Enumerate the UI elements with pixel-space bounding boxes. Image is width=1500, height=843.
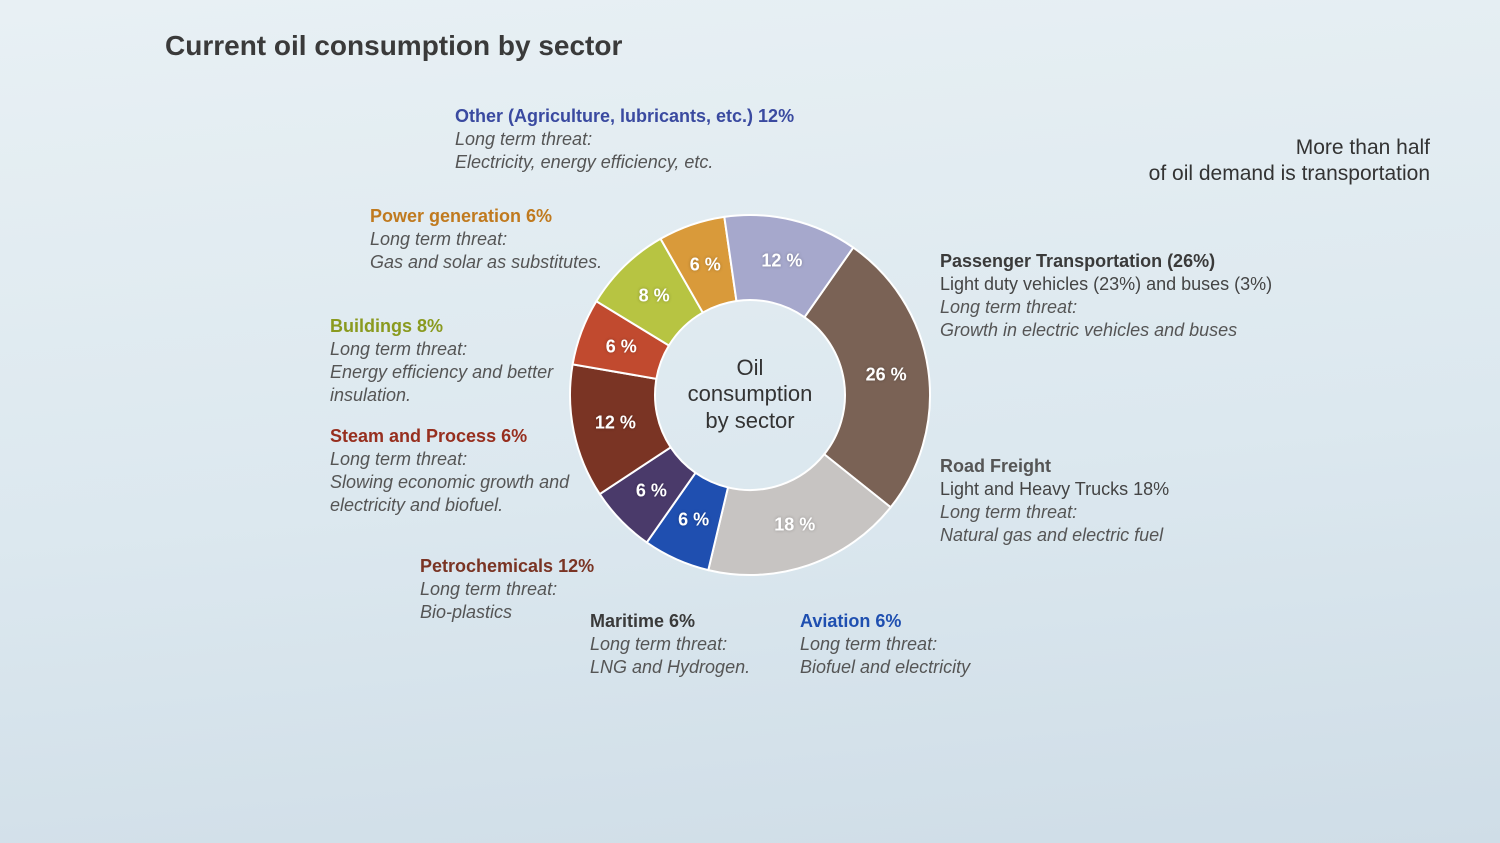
donut-center-label: Oil consumption by sector	[670, 355, 830, 434]
slice-label-aviation: 6 %	[678, 510, 709, 531]
annotation-threat: LNG and Hydrogen.	[590, 656, 750, 679]
annotation-other: Other (Agriculture, lubricants, etc.) 12…	[455, 105, 794, 174]
annotation-lt-label: Long term threat:	[370, 228, 602, 251]
annotation-lt-label: Long term threat:	[455, 128, 794, 151]
annotation-passenger: Passenger Transportation (26%)Light duty…	[940, 250, 1272, 342]
annotation-title: Buildings 8%	[330, 315, 570, 338]
annotation-lt-label: Long term threat:	[800, 633, 970, 656]
slide: Current oil consumption by sector More t…	[0, 0, 1500, 843]
annotation-title: Aviation 6%	[800, 610, 970, 633]
annotation-title: Road Freight	[940, 455, 1169, 478]
annotation-lt-label: Long term threat:	[330, 448, 590, 471]
side-note: More than half of oil demand is transpor…	[1149, 135, 1430, 188]
annotation-title: Power generation 6%	[370, 205, 602, 228]
annotation-threat: Slowing economic growth and electricity …	[330, 471, 590, 517]
center-line1: Oil	[670, 355, 830, 381]
annotation-threat: Gas and solar as substitutes.	[370, 251, 602, 274]
annotation-lt-label: Long term threat:	[590, 633, 750, 656]
annotation-maritime: Maritime 6%Long term threat:LNG and Hydr…	[590, 610, 750, 679]
annotation-threat: Energy efficiency and better insulation.	[330, 361, 570, 407]
annotation-title: Maritime 6%	[590, 610, 750, 633]
center-line3: by sector	[670, 408, 830, 434]
annotation-title: Petrochemicals 12%	[420, 555, 594, 578]
annotation-subtitle: Light duty vehicles (23%) and buses (3%)	[940, 273, 1272, 296]
slice-label-other: 12 %	[761, 251, 802, 272]
annotation-threat: Growth in electric vehicles and buses	[940, 319, 1272, 342]
slice-label-power: 6 %	[690, 254, 721, 275]
slice-label-buildings: 8 %	[639, 286, 670, 307]
slice-label-passenger: 26 %	[866, 365, 907, 386]
annotation-lt-label: Long term threat:	[940, 296, 1272, 319]
side-note-line2: of oil demand is transportation	[1149, 161, 1430, 187]
annotation-title: Steam and Process 6%	[330, 425, 590, 448]
slice-label-maritime: 6 %	[636, 480, 667, 501]
annotation-threat: Natural gas and electric fuel	[940, 524, 1169, 547]
annotation-threat: Electricity, energy efficiency, etc.	[455, 151, 794, 174]
annotation-subtitle: Light and Heavy Trucks 18%	[940, 478, 1169, 501]
side-note-line1: More than half	[1149, 135, 1430, 161]
annotation-lt-label: Long term threat:	[330, 338, 570, 361]
annotation-threat: Biofuel and electricity	[800, 656, 970, 679]
slice-label-freight: 18 %	[774, 515, 815, 536]
annotation-freight: Road FreightLight and Heavy Trucks 18%Lo…	[940, 455, 1169, 547]
annotation-steam: Steam and Process 6%Long term threat:Slo…	[330, 425, 590, 517]
annotation-title: Passenger Transportation (26%)	[940, 250, 1272, 273]
slide-title: Current oil consumption by sector	[165, 30, 622, 62]
annotation-petchem: Petrochemicals 12%Long term threat:Bio-p…	[420, 555, 594, 624]
annotation-aviation: Aviation 6%Long term threat:Biofuel and …	[800, 610, 970, 679]
annotation-buildings: Buildings 8%Long term threat:Energy effi…	[330, 315, 570, 407]
annotation-lt-label: Long term threat:	[940, 501, 1169, 524]
annotation-power: Power generation 6%Long term threat:Gas …	[370, 205, 602, 274]
annotation-title: Other (Agriculture, lubricants, etc.) 12…	[455, 105, 794, 128]
annotation-lt-label: Long term threat:	[420, 578, 594, 601]
slice-label-steam: 6 %	[606, 336, 637, 357]
slice-label-petchem: 12 %	[595, 413, 636, 434]
annotation-threat: Bio-plastics	[420, 601, 594, 624]
center-line2: consumption	[670, 381, 830, 407]
